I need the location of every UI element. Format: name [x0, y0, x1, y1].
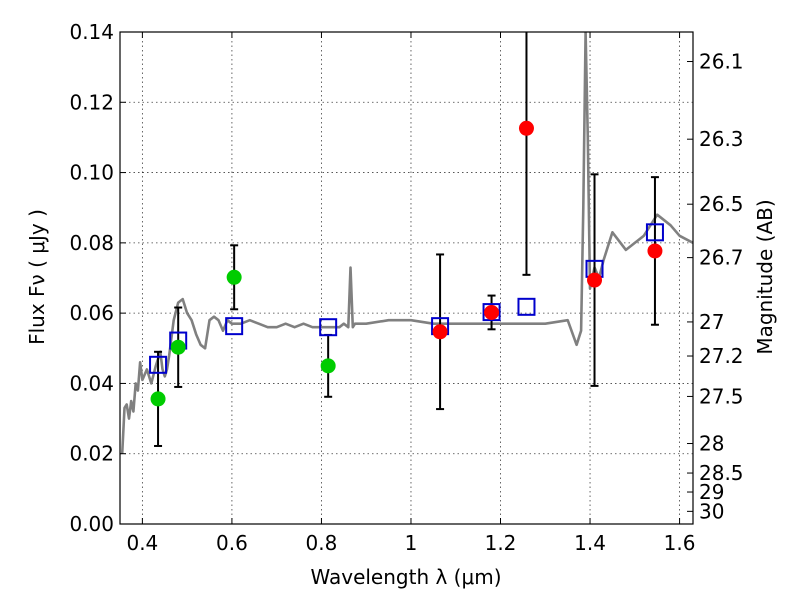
right-tick-label: 29 — [699, 480, 724, 504]
x-tick-label: 1.6 — [664, 531, 696, 555]
right-tick-label: 26.5 — [699, 192, 744, 216]
x-tick-label: 1 — [405, 531, 418, 555]
y-tick-label: 0.04 — [69, 371, 114, 395]
model-square — [149, 355, 168, 374]
right-tick-label: 26.1 — [699, 50, 744, 74]
x-tick-label: 0.8 — [306, 531, 338, 555]
y-tick-label: 0.06 — [69, 301, 114, 325]
right-tick-label: 28.5 — [699, 461, 744, 485]
y-axis-right-label: Magnitude (AB) — [753, 199, 777, 354]
data-point — [647, 243, 663, 259]
right-tick-label: 28 — [699, 432, 724, 456]
plot-area — [120, 32, 693, 454]
right-tick-label: 30 — [699, 499, 724, 523]
y-tick-label: 0.12 — [69, 90, 114, 114]
axes: 0.4 0.6 0.8 1 1.2 1.4 1.6 0.00 0.02 0.04 0.06 0.08 0… — [69, 20, 743, 555]
x-tick-label: 0.4 — [126, 531, 158, 555]
x-tick-label: 1.4 — [574, 531, 606, 555]
data-point — [320, 358, 336, 374]
model-square — [482, 303, 501, 322]
right-tick-label: 27.2 — [699, 344, 744, 368]
data-point — [518, 120, 534, 136]
y-axis-label: Flux Fν ( μJy ) — [25, 209, 49, 345]
data-point — [170, 339, 186, 355]
model-square — [517, 297, 536, 316]
right-tick-label: 26.3 — [699, 127, 744, 151]
data-point — [484, 304, 500, 320]
plot-frame — [119, 31, 694, 525]
y-tick-label: 0.10 — [69, 161, 114, 185]
data-point — [150, 391, 166, 407]
x-tick-label: 0.6 — [216, 531, 248, 555]
grid-lines — [120, 31, 693, 525]
model-square — [645, 223, 664, 242]
data-point — [226, 269, 242, 285]
model-square — [225, 317, 244, 336]
right-tick-label: 26.7 — [699, 246, 744, 270]
x-tick-label: 1.2 — [485, 531, 517, 555]
data-point — [432, 324, 448, 340]
y-tick-label: 0.14 — [69, 20, 114, 44]
y-tick-label: 0.02 — [69, 442, 114, 466]
model-square — [319, 318, 338, 337]
right-tick-label: 27.5 — [699, 384, 744, 408]
y-tick-label: 0.00 — [69, 512, 114, 536]
x-axis-label: Wavelength λ (μm) — [310, 565, 501, 589]
data-point — [587, 272, 603, 288]
series-group — [120, 32, 693, 454]
right-tick-label: 27 — [699, 310, 724, 334]
y-tick-label: 0.08 — [69, 231, 114, 255]
